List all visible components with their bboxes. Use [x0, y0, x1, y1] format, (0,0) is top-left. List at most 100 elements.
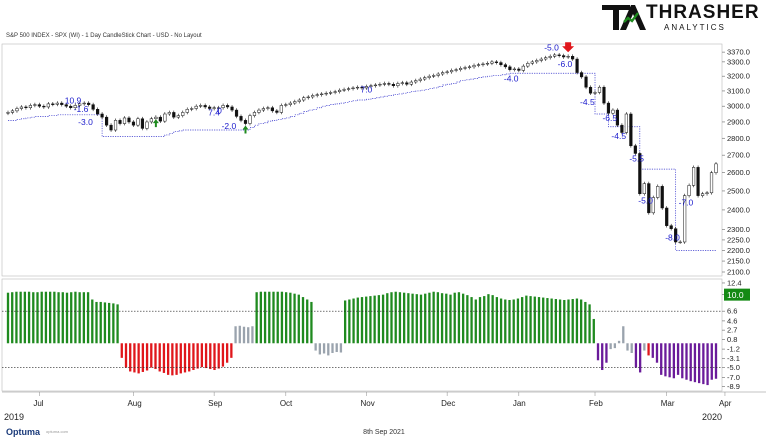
candle-up [544, 57, 548, 60]
histogram-bar [61, 292, 64, 344]
candle-up [15, 108, 19, 112]
candle-up [467, 66, 472, 68]
histogram-bar [6, 292, 10, 344]
price-tick-label: 3200.0 [727, 72, 750, 81]
annotation-label: 7.0 [360, 84, 372, 94]
histogram-bar [162, 343, 166, 373]
candle-up [217, 107, 221, 109]
histogram-bar [651, 343, 654, 358]
candle-up [705, 192, 709, 194]
candle-down [96, 109, 100, 115]
candle-up [252, 112, 257, 116]
histogram-bar [268, 291, 271, 344]
histogram-bar [453, 292, 456, 344]
histogram-bar [91, 299, 94, 344]
candle-down [69, 105, 73, 108]
candle-down [24, 106, 28, 109]
candle-up [624, 113, 628, 133]
candle-down [243, 120, 248, 124]
histogram-bar [643, 343, 646, 351]
candle-up [445, 71, 449, 73]
candle-up [78, 103, 82, 106]
histogram-bar [95, 301, 98, 344]
histogram-bar [461, 293, 465, 344]
candle-up [485, 63, 490, 65]
candle-down [104, 116, 109, 126]
histogram-bar [546, 298, 549, 344]
candle-up [10, 110, 15, 113]
indicator-tick-label: -5.0 [727, 363, 740, 372]
price-tick-label: 2600.0 [727, 168, 750, 177]
candle-up [113, 120, 118, 131]
indicator-tick-label: -7.0 [727, 373, 740, 382]
annotation-label: -1.6 [74, 104, 89, 114]
candle-down [629, 113, 633, 147]
candle-down [602, 86, 606, 104]
price-tick-label: 2800.0 [727, 134, 750, 143]
histogram-bar [112, 303, 115, 344]
candle-up [46, 103, 50, 108]
candle-up [266, 107, 270, 109]
candle-up [342, 89, 346, 91]
candle-down [158, 116, 162, 122]
candle-down [109, 124, 113, 131]
candle-down [638, 153, 642, 194]
histogram-bar [369, 296, 372, 344]
candle-up [355, 86, 360, 89]
histogram-bar [15, 291, 18, 344]
histogram-bar [339, 343, 343, 353]
histogram-bar [259, 291, 263, 344]
histogram-bar [478, 297, 482, 344]
histogram-bar [689, 343, 692, 382]
histogram-bar [613, 343, 617, 349]
histogram-bar [293, 293, 296, 344]
candle-up [82, 102, 86, 105]
candle-up [535, 60, 539, 63]
candle-up [154, 116, 158, 120]
candle-up [293, 101, 297, 104]
histogram-bar [440, 293, 444, 344]
candle-down [620, 124, 624, 133]
candle-down [606, 102, 611, 114]
histogram-bar [129, 343, 132, 372]
candle-down [208, 106, 212, 109]
annotation-label: -4.5 [611, 131, 626, 141]
histogram-bar [706, 343, 709, 386]
histogram-bar [714, 343, 718, 379]
histogram-bar [70, 292, 73, 344]
candle-up [315, 94, 319, 96]
histogram-bar [407, 293, 410, 344]
histogram-bar [251, 326, 254, 344]
candle-down [588, 86, 593, 94]
histogram-bar [419, 294, 423, 344]
candle-down [91, 104, 95, 110]
histogram-bar [221, 343, 225, 367]
histogram-bar [588, 304, 591, 344]
candle-down [669, 225, 673, 229]
histogram-bar [609, 343, 612, 350]
histogram-bar [158, 343, 161, 372]
candle-up [553, 54, 557, 57]
histogram-bar [470, 297, 473, 344]
price-tick-label: 3100.0 [727, 86, 750, 95]
candle-up [145, 121, 149, 129]
histogram-bar [660, 343, 663, 375]
histogram-bar [65, 292, 69, 344]
histogram-bar [668, 343, 671, 378]
indicator-tick-label: 2.7 [727, 326, 737, 335]
histogram-bar [171, 343, 174, 376]
histogram-bar [655, 343, 659, 363]
candle-up [302, 97, 306, 101]
month-label: Mar [661, 399, 675, 408]
candle-down [405, 82, 409, 85]
price-tick-label: 2400.0 [727, 205, 750, 214]
candle-down [508, 66, 512, 70]
candle-up [454, 69, 458, 71]
histogram-bar [209, 343, 212, 370]
month-label: Jan [513, 399, 526, 408]
annotation-label: 0 [217, 105, 222, 115]
annotation-label: -4.5 [580, 97, 595, 107]
histogram-bar [284, 292, 288, 344]
histogram-bar [672, 343, 676, 379]
histogram-bar [204, 343, 208, 369]
